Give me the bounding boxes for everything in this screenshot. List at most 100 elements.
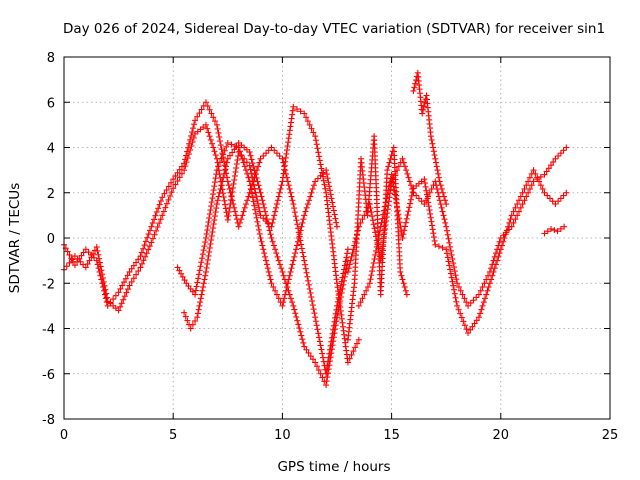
data-point — [505, 223, 512, 230]
data-point — [99, 271, 106, 278]
x-tick-label: 20 — [493, 428, 510, 443]
data-point — [314, 326, 321, 333]
data-point — [276, 152, 283, 159]
data-point — [310, 306, 317, 313]
data-point — [312, 133, 319, 140]
data-point — [401, 284, 408, 291]
data-point — [128, 278, 135, 285]
data-point — [313, 363, 320, 370]
data-point — [291, 253, 298, 260]
data-point — [86, 257, 93, 264]
data-point — [309, 356, 316, 363]
data-point — [479, 284, 486, 291]
data-point — [204, 260, 211, 267]
data-point — [135, 256, 142, 263]
data-point — [308, 189, 315, 196]
data-point — [253, 214, 260, 221]
data-point — [202, 99, 209, 106]
data-point — [260, 152, 267, 159]
data-point — [314, 145, 321, 152]
data-point — [449, 256, 456, 263]
data-point — [273, 201, 280, 208]
data-point — [500, 238, 507, 245]
data-point — [326, 358, 333, 365]
data-point — [512, 204, 519, 211]
data-point — [448, 274, 455, 281]
data-point — [220, 193, 227, 200]
data-point — [528, 182, 535, 189]
data-point — [209, 229, 216, 236]
data-point — [257, 155, 264, 162]
data-point — [336, 302, 343, 309]
data-point — [526, 174, 533, 181]
data-point — [401, 163, 408, 170]
data-point — [420, 103, 427, 110]
data-point — [236, 148, 243, 155]
data-point — [205, 252, 212, 259]
data-point — [288, 115, 295, 122]
data-point — [135, 268, 142, 275]
data-point — [232, 212, 239, 219]
y-tick-label: -4 — [42, 323, 55, 338]
y-tick-label: 6 — [47, 96, 55, 111]
data-point — [117, 303, 124, 310]
data-point — [467, 300, 474, 307]
data-point — [549, 198, 556, 205]
data-point — [124, 272, 131, 279]
data-point — [93, 244, 100, 251]
data-point — [206, 215, 213, 222]
data-point — [206, 248, 213, 255]
data-point — [289, 107, 296, 114]
data-point — [71, 262, 78, 269]
data-point — [548, 162, 555, 169]
data-point — [187, 325, 194, 332]
data-point — [328, 346, 335, 353]
data-point — [231, 176, 238, 183]
data-point — [140, 257, 147, 264]
data-point — [223, 143, 230, 150]
data-point — [447, 270, 454, 277]
data-point — [259, 197, 266, 204]
data-point — [229, 149, 236, 156]
data-point — [280, 272, 287, 279]
data-point — [292, 213, 299, 220]
data-point — [204, 227, 211, 234]
data-point — [401, 227, 408, 234]
data-point — [204, 125, 211, 132]
data-point — [523, 182, 530, 189]
data-point — [437, 201, 444, 208]
data-point — [560, 192, 567, 199]
data-point — [412, 80, 419, 87]
data-point — [263, 257, 270, 264]
data-point — [161, 190, 168, 197]
data-point — [188, 142, 195, 149]
data-point — [475, 291, 482, 298]
data-point — [88, 254, 95, 261]
data-point — [277, 185, 284, 192]
data-point — [441, 193, 448, 200]
data-point — [431, 152, 438, 159]
data-point — [257, 235, 264, 241]
data-point — [300, 216, 307, 223]
data-point — [204, 103, 211, 110]
data-point — [302, 265, 309, 272]
data-point — [552, 201, 559, 208]
data-point — [460, 318, 467, 325]
data-point — [199, 251, 206, 258]
data-point — [331, 330, 338, 337]
data-point — [285, 287, 292, 294]
data-point — [421, 99, 428, 106]
data-point — [563, 144, 570, 151]
data-point — [252, 206, 259, 213]
data-point — [112, 292, 119, 299]
data-point — [270, 216, 277, 223]
data-point — [292, 250, 299, 257]
data-point — [491, 265, 498, 272]
data-point — [281, 166, 288, 173]
data-point — [212, 118, 219, 125]
data-point — [344, 268, 351, 275]
data-point — [260, 201, 267, 208]
data-point — [264, 265, 271, 272]
data-point — [544, 228, 551, 235]
data-point — [453, 276, 460, 283]
